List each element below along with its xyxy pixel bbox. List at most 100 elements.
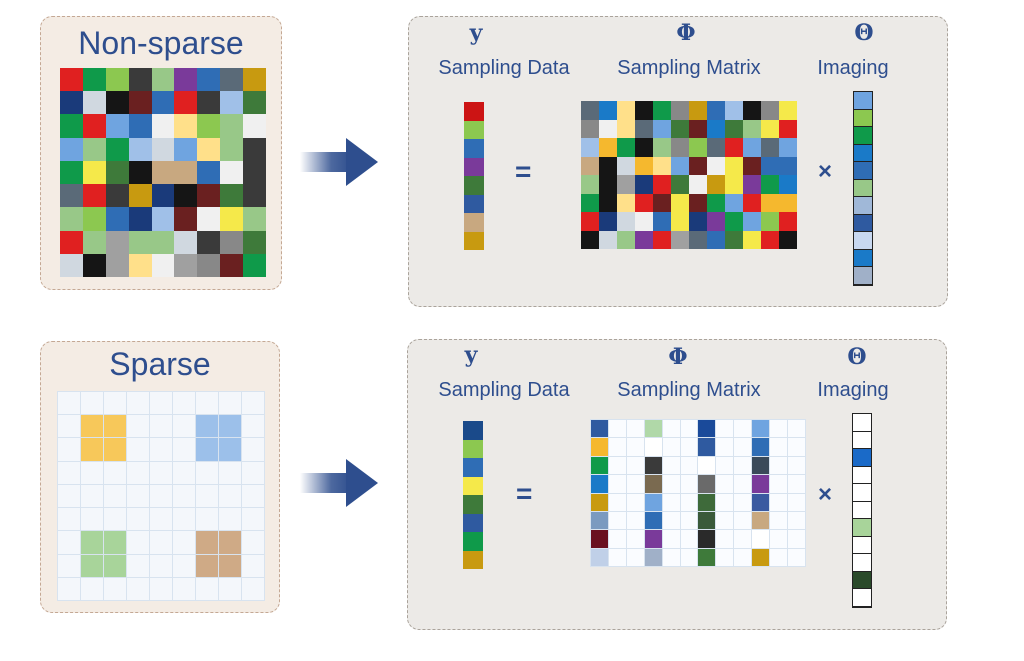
matrix-cell bbox=[617, 193, 635, 212]
matrix-cell bbox=[680, 511, 698, 530]
matrix-cell bbox=[608, 420, 626, 438]
y-symbol: y bbox=[469, 20, 483, 46]
matrix-cell bbox=[725, 230, 743, 249]
image-pixel bbox=[127, 461, 149, 484]
image-pixel bbox=[127, 438, 149, 461]
matrix-cell bbox=[671, 101, 689, 120]
matrix-cell bbox=[761, 138, 779, 157]
right-arrow-icon bbox=[300, 138, 378, 186]
matrix-cell bbox=[698, 420, 716, 438]
image-pixel bbox=[128, 160, 152, 185]
image-pixel bbox=[105, 160, 129, 185]
matrix-cell bbox=[725, 193, 743, 212]
image-pixel bbox=[82, 230, 106, 254]
imaging-label: Imaging bbox=[817, 379, 889, 401]
image-pixel bbox=[197, 114, 221, 138]
matrix-cell bbox=[680, 420, 698, 438]
matrix-cell bbox=[689, 212, 707, 231]
matrix-cell bbox=[725, 119, 743, 138]
matrix-cell bbox=[734, 475, 752, 493]
matrix-cell bbox=[626, 548, 644, 566]
image-pixel bbox=[128, 114, 152, 138]
image-pixel bbox=[196, 415, 218, 438]
matrix-cell bbox=[752, 530, 770, 548]
vector-cell bbox=[854, 197, 872, 215]
image-pixel bbox=[242, 392, 264, 415]
image-pixel bbox=[150, 508, 172, 531]
vector-cell bbox=[854, 232, 872, 250]
image-pixel bbox=[174, 207, 198, 231]
image-pixel bbox=[81, 415, 103, 438]
matrix-cell bbox=[644, 548, 662, 566]
matrix-cell bbox=[662, 438, 680, 456]
image-pixel bbox=[127, 531, 149, 554]
image-pixel bbox=[58, 554, 80, 577]
image-pixel bbox=[104, 415, 126, 438]
sampling-data-vector bbox=[464, 102, 484, 250]
matrix-cell bbox=[707, 230, 725, 249]
image-pixel bbox=[151, 184, 175, 208]
matrix-cell bbox=[626, 456, 644, 475]
matrix-cell bbox=[707, 138, 725, 157]
matrix-cell bbox=[752, 511, 770, 530]
matrix-cell bbox=[734, 548, 752, 566]
matrix-cell bbox=[617, 175, 635, 194]
matrix-cell bbox=[743, 230, 761, 249]
image-pixel bbox=[196, 508, 218, 531]
image-pixel bbox=[81, 461, 103, 484]
matrix-cell bbox=[743, 193, 761, 212]
matrix-cell bbox=[644, 475, 662, 493]
matrix-cell bbox=[779, 193, 797, 212]
matrix-cell bbox=[779, 175, 797, 194]
sampling-data-vector bbox=[463, 421, 483, 569]
matrix-cell bbox=[680, 548, 698, 566]
matrix-cell bbox=[671, 138, 689, 157]
matrix-cell bbox=[788, 548, 805, 566]
image-pixel bbox=[58, 461, 80, 484]
vector-cell bbox=[463, 550, 483, 569]
vector-cell bbox=[853, 536, 871, 555]
image-pixel bbox=[58, 438, 80, 461]
image-pixel bbox=[150, 438, 172, 461]
matrix-cell bbox=[635, 193, 653, 212]
matrix-cell bbox=[591, 475, 608, 493]
matrix-cell bbox=[689, 193, 707, 212]
matrix-cell bbox=[653, 101, 671, 120]
matrix-cell bbox=[591, 548, 608, 566]
image-pixel bbox=[173, 392, 195, 415]
vector-cell bbox=[853, 571, 871, 590]
matrix-cell bbox=[770, 548, 788, 566]
matrix-cell bbox=[707, 212, 725, 231]
image-pixel bbox=[60, 184, 83, 208]
image-pixel bbox=[174, 137, 198, 161]
image-pixel bbox=[58, 531, 80, 554]
image-pixel bbox=[242, 438, 264, 461]
matrix-cell bbox=[591, 530, 608, 548]
matrix-cell bbox=[698, 511, 716, 530]
image-pixel bbox=[242, 531, 264, 554]
sparse-title: Sparse bbox=[109, 346, 211, 382]
sampling-data-label: Sampling Data bbox=[438, 379, 570, 401]
matrix-cell bbox=[689, 101, 707, 120]
vector-cell bbox=[854, 92, 872, 110]
matrix-cell bbox=[617, 212, 635, 231]
image-pixel bbox=[81, 508, 103, 531]
image-pixel bbox=[174, 91, 198, 115]
matrix-cell bbox=[779, 212, 797, 231]
image-pixel bbox=[243, 160, 266, 185]
matrix-cell bbox=[644, 530, 662, 548]
vector-cell bbox=[854, 249, 872, 268]
image-pixel bbox=[60, 207, 83, 231]
sampling-matrix-label: Sampling Matrix bbox=[617, 57, 761, 79]
image-pixel bbox=[197, 184, 221, 208]
image-pixel bbox=[60, 137, 83, 161]
matrix-cell bbox=[716, 493, 734, 511]
image-pixel bbox=[196, 554, 218, 577]
matrix-cell bbox=[761, 119, 779, 138]
image-pixel bbox=[150, 392, 172, 415]
matrix-cell bbox=[779, 156, 797, 175]
image-pixel bbox=[243, 68, 266, 92]
matrix-cell bbox=[662, 511, 680, 530]
image-pixel bbox=[82, 160, 106, 185]
sampling-data-label: Sampling Data bbox=[438, 57, 570, 79]
